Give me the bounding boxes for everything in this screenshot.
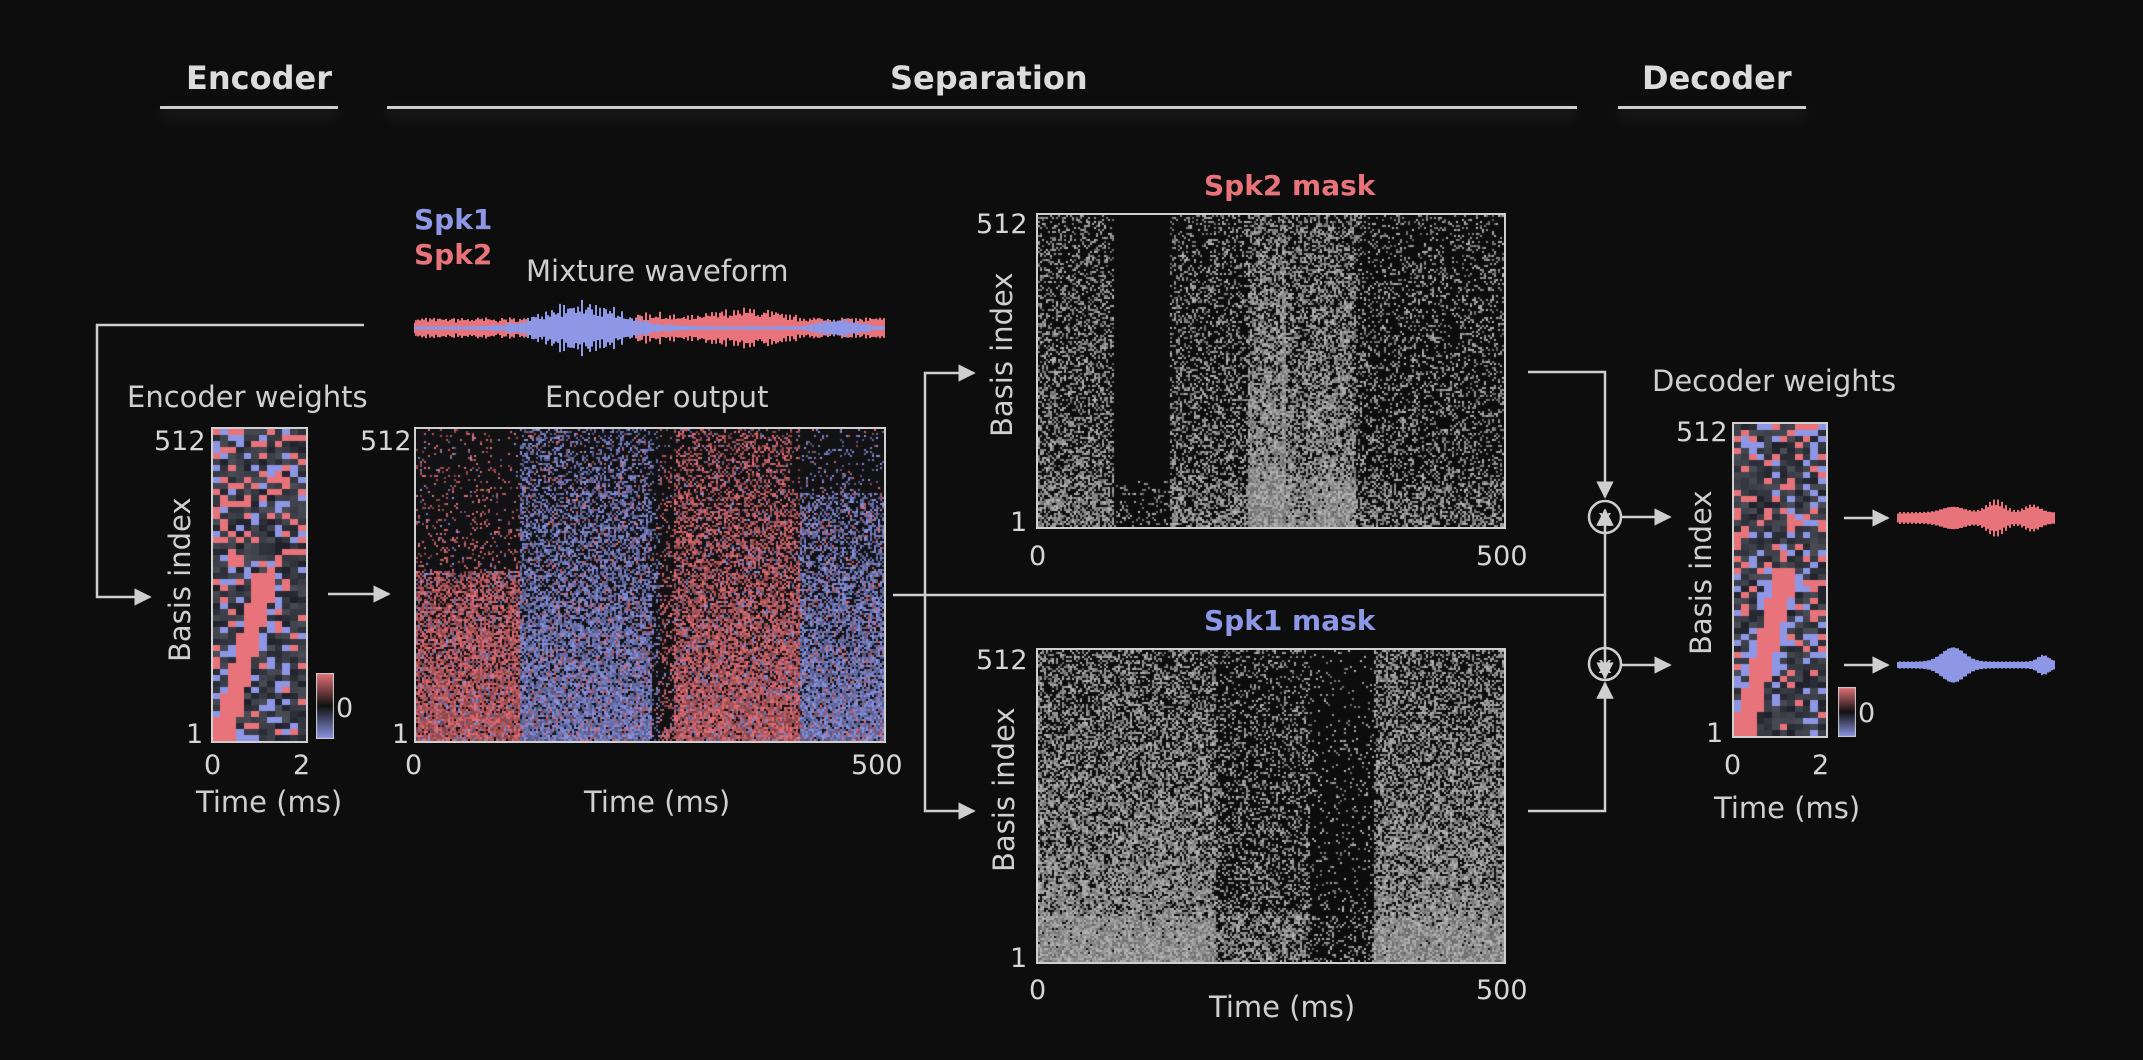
spk2-mask-to-multiplier-arrow — [1528, 372, 1605, 497]
multiply-symbol-top: x — [1598, 504, 1612, 532]
waveform-to-encoder-arrow — [97, 325, 364, 597]
spk1-output-waveform — [1898, 647, 2054, 682]
multiply-symbol-bottom: x — [1598, 651, 1612, 679]
spk2-output-waveform — [1898, 500, 2054, 537]
to-spk2-mask-arrow — [925, 373, 974, 595]
encoder-output-to-multipliers-line — [893, 510, 1605, 595]
to-spk1-mask-arrow — [925, 595, 974, 811]
spk1-mask-to-multiplier-arrow — [1528, 683, 1605, 811]
